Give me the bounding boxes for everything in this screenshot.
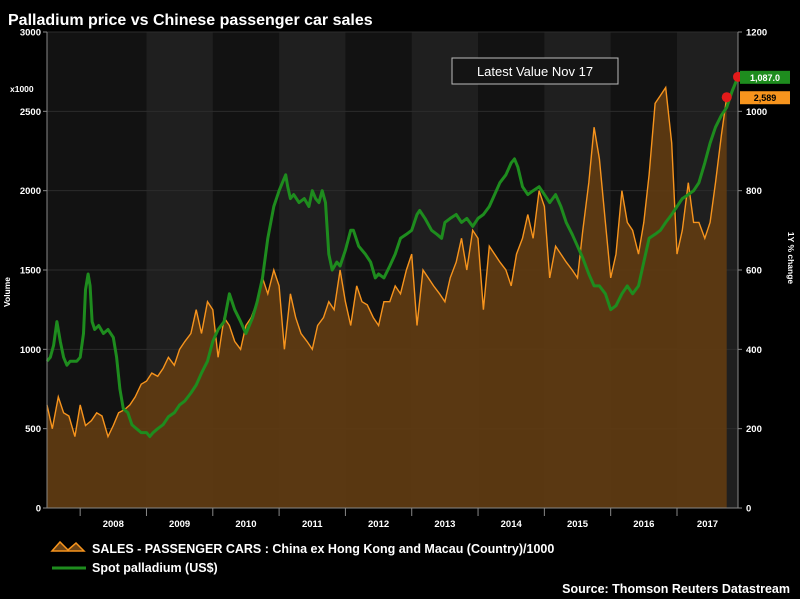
x-tick-label: 2014 (501, 519, 523, 530)
right-tick-label: 1000 (746, 107, 767, 118)
palladium-value-label: 1,087.0 (750, 73, 780, 83)
x-tick-label: 2010 (235, 519, 256, 530)
right-tick-label: 600 (746, 266, 762, 277)
left-tick-label: 1000 (20, 345, 41, 356)
sales-area-layer (46, 85, 728, 508)
sales-value-label: 2,589 (754, 93, 777, 103)
legend-item-sales: SALES - PASSENGER CARS : China ex Hong K… (50, 540, 554, 556)
right-tick-label: 0 (746, 504, 751, 515)
legend-label-sales: SALES - PASSENGER CARS : China ex Hong K… (92, 542, 554, 556)
latest-markers: 1,087.0 2,589 (721, 70, 790, 105)
x-tick-label: 2016 (633, 519, 654, 530)
left-tick-label: 2000 (20, 186, 41, 197)
x-tick-label: 2011 (302, 519, 323, 530)
x-tick-label: 2009 (169, 519, 190, 530)
legend: SALES - PASSENGER CARS : China ex Hong K… (50, 540, 554, 575)
axes: 0 500 1000 1500 2000 2500 3000 0 200 400 600 800 100… (20, 28, 767, 531)
left-tick-label: 1500 (20, 266, 41, 277)
right-tick-label: 400 (746, 345, 762, 356)
source-note: Source: Thomson Reuters Datastream (562, 582, 790, 596)
left-axis-label: Volume (2, 277, 12, 307)
x-tick-label: 2017 (697, 519, 718, 530)
left-axis-unit: x1000 (10, 84, 34, 94)
x-tick-label: 2015 (567, 519, 589, 530)
right-tick-label: 800 (746, 186, 762, 197)
right-tick-label: 200 (746, 424, 762, 435)
palladium-value-box (740, 70, 790, 84)
x-tick-label: 2008 (103, 519, 124, 530)
left-tick-label: 2500 (20, 107, 41, 118)
palladium-line-layer (45, 76, 740, 439)
sales-area-fill (47, 87, 727, 508)
left-tick-label: 500 (25, 424, 41, 435)
annotation-text: Latest Value Nov 17 (477, 64, 593, 79)
right-axis-label: 1Y % change (786, 232, 796, 285)
palladium-line (45, 76, 740, 439)
x-tick-label: 2012 (368, 519, 389, 530)
x-tick-label: 2013 (434, 519, 455, 530)
right-tick-label: 1200 (746, 28, 767, 39)
left-tick-label: 3000 (20, 28, 41, 39)
chart-title: Palladium price vs Chinese passenger car… (8, 12, 373, 29)
sales-value-box (740, 91, 790, 105)
sales-line (46, 85, 728, 439)
legend-item-palladium: Spot palladium (US$) (52, 561, 218, 575)
sales-latest-dot (721, 92, 732, 103)
annotation-box: Latest Value Nov 17 (451, 57, 619, 85)
left-tick-label: 0 (36, 504, 41, 515)
legend-label-palladium: Spot palladium (US$) (92, 561, 218, 575)
